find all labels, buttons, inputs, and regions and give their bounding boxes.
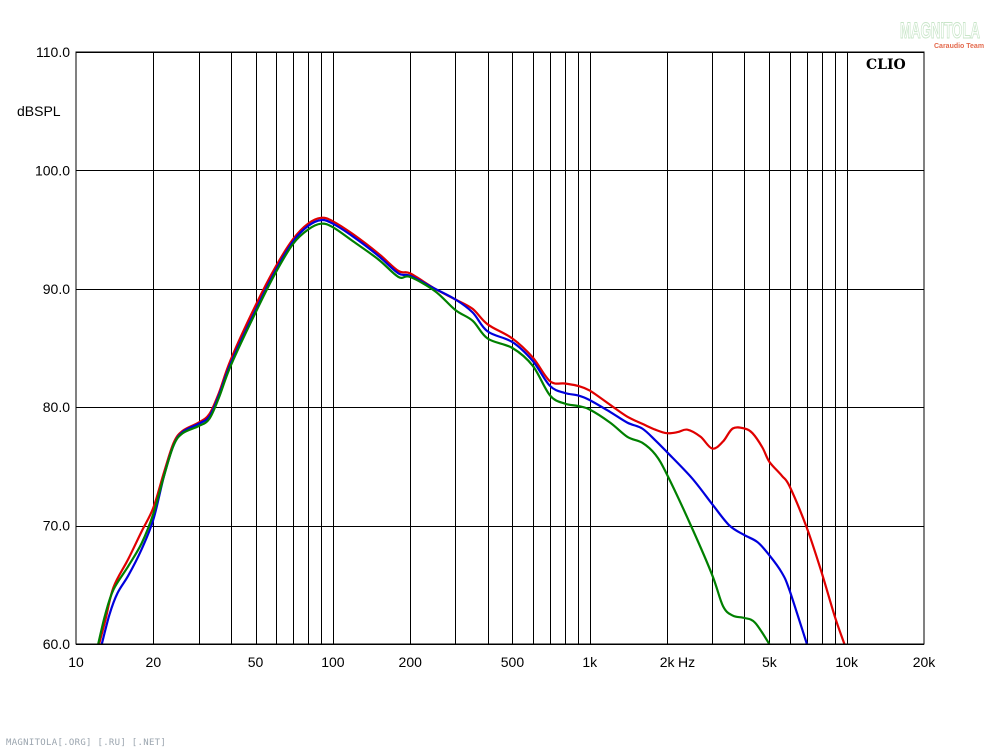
x-tick-label: 100 <box>321 654 345 670</box>
y-tick-label: 60.0 <box>43 636 70 652</box>
x-tick-label: 5k <box>762 654 778 670</box>
x-unit-label: Hz <box>678 654 695 670</box>
x-tick-label: 1k <box>582 654 598 670</box>
watermark-logo: MAGNITOLA Caraudio Team <box>900 18 985 51</box>
x-tick-label: 500 <box>501 654 525 670</box>
y-axis-label: dBSPL <box>17 103 61 119</box>
y-tick-label: 80.0 <box>43 399 70 415</box>
y-tick-label: 70.0 <box>43 518 70 534</box>
svg-text:Caraudio Team: Caraudio Team <box>934 43 984 50</box>
x-tick-label: 2k <box>660 654 676 670</box>
x-tick-label: 20k <box>913 654 937 670</box>
series-line-3 <box>97 222 771 644</box>
x-tick-label: 10 <box>68 654 84 670</box>
y-tick-label: 110.0 <box>36 44 70 60</box>
x-tick-label: 50 <box>248 654 264 670</box>
series-layer <box>97 216 846 644</box>
x-tick-labels: 10 20 50 100 200 500 1k 2k 5k 10k 20k <box>68 654 936 670</box>
footer-watermark: MAGNITOLA[.ORG] [.RU] [.NET] <box>6 738 167 748</box>
x-tick-label: 200 <box>399 654 423 670</box>
plot-background <box>76 52 924 644</box>
y-tick-label: 90.0 <box>43 281 70 297</box>
y-tick-labels: 60.0 70.0 80.0 90.0 100.0 110.0 <box>35 44 70 652</box>
plot-frame <box>75 51 925 645</box>
brand-logo: CLIO <box>866 57 906 73</box>
svg-text:MAGNITOLA: MAGNITOLA <box>900 18 980 43</box>
x-tick-label: 10k <box>835 654 859 670</box>
y-tick-label: 100.0 <box>35 162 70 178</box>
x-tick-label: 20 <box>146 654 162 670</box>
